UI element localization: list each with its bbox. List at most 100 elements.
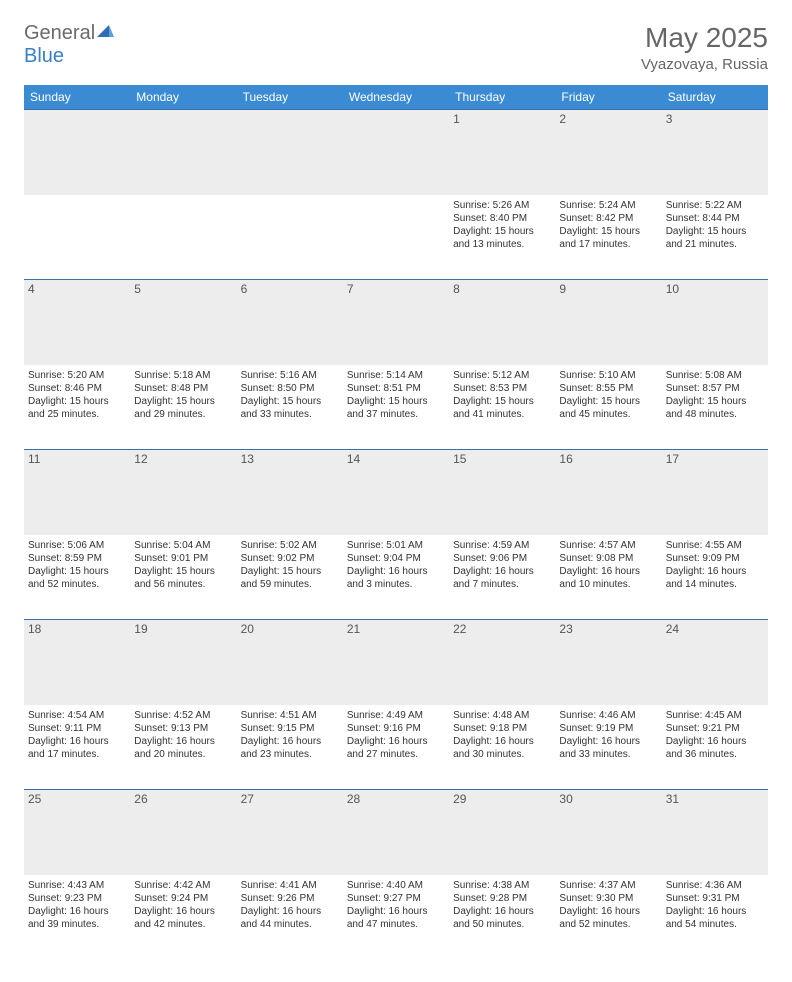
day-number-cell: 22: [449, 620, 555, 705]
daylight-line: Daylight: 16 hours and 27 minutes.: [347, 735, 445, 761]
sunrise-line: Sunrise: 4:49 AM: [347, 709, 445, 722]
sunset-line: Sunset: 9:31 PM: [666, 892, 764, 905]
weekday-header: Thursday: [449, 85, 555, 110]
day-number-cell: [237, 110, 343, 195]
sunrise-line: Sunrise: 4:48 AM: [453, 709, 551, 722]
sunset-line: Sunset: 9:09 PM: [666, 552, 764, 565]
daylight-line: Daylight: 15 hours and 59 minutes.: [241, 565, 339, 591]
day-detail-cell: Sunrise: 5:18 AMSunset: 8:48 PMDaylight:…: [130, 365, 236, 450]
daylight-line: Daylight: 15 hours and 37 minutes.: [347, 395, 445, 421]
day-number-cell: [24, 110, 130, 195]
day-detail: Sunrise: 5:20 AMSunset: 8:46 PMDaylight:…: [28, 367, 126, 421]
sunset-line: Sunset: 8:48 PM: [134, 382, 232, 395]
sunrise-line: Sunrise: 4:38 AM: [453, 879, 551, 892]
day-detail: Sunrise: 5:26 AMSunset: 8:40 PMDaylight:…: [453, 197, 551, 251]
day-number-cell: 7: [343, 280, 449, 365]
day-detail-cell: Sunrise: 5:14 AMSunset: 8:51 PMDaylight:…: [343, 365, 449, 450]
day-number-row: 123: [24, 110, 768, 195]
day-detail: Sunrise: 5:08 AMSunset: 8:57 PMDaylight:…: [666, 367, 764, 421]
day-detail-cell: Sunrise: 5:16 AMSunset: 8:50 PMDaylight:…: [237, 365, 343, 450]
day-detail: Sunrise: 4:55 AMSunset: 9:09 PMDaylight:…: [666, 537, 764, 591]
day-detail-cell: Sunrise: 4:38 AMSunset: 9:28 PMDaylight:…: [449, 875, 555, 960]
sunset-line: Sunset: 9:27 PM: [347, 892, 445, 905]
day-detail: Sunrise: 5:10 AMSunset: 8:55 PMDaylight:…: [559, 367, 657, 421]
daylight-line: Daylight: 16 hours and 7 minutes.: [453, 565, 551, 591]
day-number-cell: 17: [662, 450, 768, 535]
day-detail-cell: [237, 195, 343, 280]
page-header: General Blue May 2025 Vyazovaya, Russia: [24, 22, 768, 73]
sunset-line: Sunset: 8:42 PM: [559, 212, 657, 225]
day-detail: Sunrise: 4:36 AMSunset: 9:31 PMDaylight:…: [666, 877, 764, 931]
daylight-line: Daylight: 16 hours and 39 minutes.: [28, 905, 126, 931]
day-number-cell: [130, 110, 236, 195]
day-number-cell: 16: [555, 450, 661, 535]
daylight-line: Daylight: 16 hours and 50 minutes.: [453, 905, 551, 931]
day-number-cell: 25: [24, 790, 130, 875]
brand-logo: General Blue: [24, 22, 115, 68]
sunrise-line: Sunrise: 5:16 AM: [241, 369, 339, 382]
sunrise-line: Sunrise: 4:41 AM: [241, 879, 339, 892]
day-detail: Sunrise: 5:06 AMSunset: 8:59 PMDaylight:…: [28, 537, 126, 591]
day-detail: Sunrise: 5:14 AMSunset: 8:51 PMDaylight:…: [347, 367, 445, 421]
weekday-header: Wednesday: [343, 85, 449, 110]
sunrise-line: Sunrise: 4:51 AM: [241, 709, 339, 722]
sunrise-line: Sunrise: 5:12 AM: [453, 369, 551, 382]
daylight-line: Daylight: 15 hours and 13 minutes.: [453, 225, 551, 251]
day-number-cell: 19: [130, 620, 236, 705]
day-number-cell: 8: [449, 280, 555, 365]
daylight-line: Daylight: 16 hours and 54 minutes.: [666, 905, 764, 931]
day-number-cell: 26: [130, 790, 236, 875]
sunset-line: Sunset: 8:50 PM: [241, 382, 339, 395]
day-detail-cell: Sunrise: 4:46 AMSunset: 9:19 PMDaylight:…: [555, 705, 661, 790]
daylight-line: Daylight: 16 hours and 33 minutes.: [559, 735, 657, 761]
brand-name-part1: General: [24, 22, 95, 44]
day-number-cell: 23: [555, 620, 661, 705]
sunset-line: Sunset: 8:53 PM: [453, 382, 551, 395]
daylight-line: Daylight: 16 hours and 30 minutes.: [453, 735, 551, 761]
day-detail: Sunrise: 4:59 AMSunset: 9:06 PMDaylight:…: [453, 537, 551, 591]
sunrise-line: Sunrise: 4:42 AM: [134, 879, 232, 892]
daylight-line: Daylight: 15 hours and 48 minutes.: [666, 395, 764, 421]
day-detail-row: Sunrise: 4:43 AMSunset: 9:23 PMDaylight:…: [24, 875, 768, 960]
day-detail-cell: Sunrise: 4:48 AMSunset: 9:18 PMDaylight:…: [449, 705, 555, 790]
day-number-cell: 20: [237, 620, 343, 705]
day-detail-cell: Sunrise: 5:06 AMSunset: 8:59 PMDaylight:…: [24, 535, 130, 620]
day-number-row: 25262728293031: [24, 790, 768, 875]
day-detail: Sunrise: 4:45 AMSunset: 9:21 PMDaylight:…: [666, 707, 764, 761]
day-detail-cell: Sunrise: 5:12 AMSunset: 8:53 PMDaylight:…: [449, 365, 555, 450]
sunrise-line: Sunrise: 5:20 AM: [28, 369, 126, 382]
day-number-cell: 5: [130, 280, 236, 365]
sunset-line: Sunset: 8:59 PM: [28, 552, 126, 565]
weekday-header: Friday: [555, 85, 661, 110]
daylight-line: Daylight: 15 hours and 33 minutes.: [241, 395, 339, 421]
day-detail-row: Sunrise: 5:20 AMSunset: 8:46 PMDaylight:…: [24, 365, 768, 450]
day-detail-cell: Sunrise: 4:40 AMSunset: 9:27 PMDaylight:…: [343, 875, 449, 960]
day-number-cell: 12: [130, 450, 236, 535]
day-detail: Sunrise: 5:18 AMSunset: 8:48 PMDaylight:…: [134, 367, 232, 421]
day-detail-cell: Sunrise: 4:42 AMSunset: 9:24 PMDaylight:…: [130, 875, 236, 960]
sunset-line: Sunset: 8:57 PM: [666, 382, 764, 395]
day-number-cell: 6: [237, 280, 343, 365]
day-number-row: 11121314151617: [24, 450, 768, 535]
day-detail-cell: [24, 195, 130, 280]
day-detail-cell: Sunrise: 4:55 AMSunset: 9:09 PMDaylight:…: [662, 535, 768, 620]
day-number-cell: 24: [662, 620, 768, 705]
day-detail-cell: Sunrise: 5:22 AMSunset: 8:44 PMDaylight:…: [662, 195, 768, 280]
day-number-row: 45678910: [24, 280, 768, 365]
day-number-cell: 13: [237, 450, 343, 535]
day-detail: Sunrise: 5:02 AMSunset: 9:02 PMDaylight:…: [241, 537, 339, 591]
sunrise-line: Sunrise: 4:46 AM: [559, 709, 657, 722]
sunrise-line: Sunrise: 5:01 AM: [347, 539, 445, 552]
sunset-line: Sunset: 9:11 PM: [28, 722, 126, 735]
sunset-line: Sunset: 8:40 PM: [453, 212, 551, 225]
day-detail-cell: Sunrise: 4:54 AMSunset: 9:11 PMDaylight:…: [24, 705, 130, 790]
sunset-line: Sunset: 9:23 PM: [28, 892, 126, 905]
sunrise-line: Sunrise: 5:02 AM: [241, 539, 339, 552]
day-detail-cell: Sunrise: 5:20 AMSunset: 8:46 PMDaylight:…: [24, 365, 130, 450]
day-detail: Sunrise: 5:01 AMSunset: 9:04 PMDaylight:…: [347, 537, 445, 591]
day-detail: Sunrise: 4:57 AMSunset: 9:08 PMDaylight:…: [559, 537, 657, 591]
day-detail-cell: Sunrise: 4:43 AMSunset: 9:23 PMDaylight:…: [24, 875, 130, 960]
day-number-cell: 15: [449, 450, 555, 535]
calendar-table: SundayMondayTuesdayWednesdayThursdayFrid…: [24, 85, 768, 960]
month-title: May 2025: [641, 22, 768, 54]
